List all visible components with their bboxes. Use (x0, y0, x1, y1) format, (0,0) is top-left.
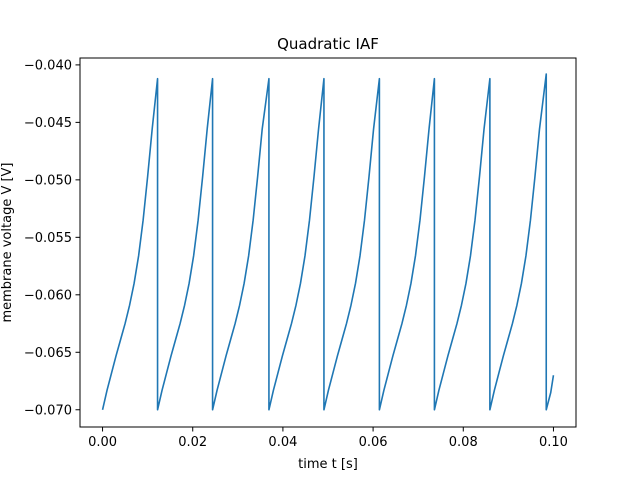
y-tick-label: −0.040 (24, 58, 72, 73)
y-tick-label: −0.050 (24, 173, 72, 188)
x-tick-label: 0.04 (268, 435, 297, 450)
x-tick-label: 0.06 (359, 435, 388, 450)
x-tick-label: 0.00 (88, 435, 117, 450)
x-tick-label: 0.10 (539, 435, 568, 450)
y-tick-label: −0.060 (24, 288, 72, 303)
y-axis-ticks: −0.070 −0.065 −0.060 −0.055 −0.050 −0.045 −0.0… (24, 58, 80, 418)
y-axis-label: membrane voltage V [V] (0, 162, 15, 322)
y-tick-label: −0.070 (24, 403, 72, 418)
x-tick-label: 0.08 (449, 435, 478, 450)
chart-title: Quadratic IAF (277, 35, 379, 53)
x-axis-label: time t [s] (298, 457, 358, 472)
voltage-series-line (101, 73, 555, 411)
y-tick-label: −0.065 (24, 346, 72, 361)
axes-frame (79, 57, 577, 428)
y-tick-label: −0.055 (24, 231, 72, 246)
x-tick-label: 0.02 (178, 435, 207, 450)
plot-area (101, 73, 555, 411)
y-tick-label: −0.045 (24, 116, 72, 131)
x-axis-ticks: 0.00 0.02 0.04 0.06 0.08 0.10 (88, 427, 568, 450)
